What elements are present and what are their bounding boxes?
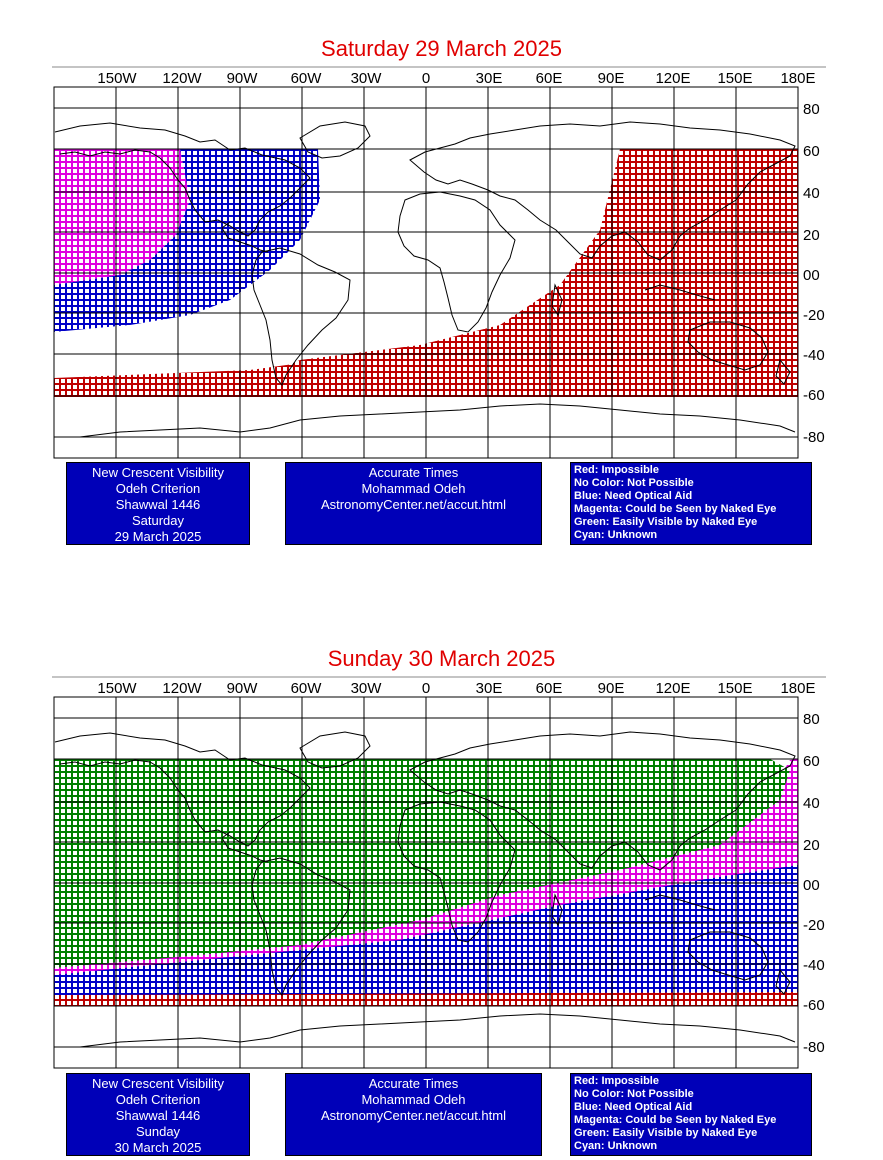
visibility-map: 150W 120W 90W 60W 30W 0 30E 60E 90E 120E 150E 180E … [52,676,826,1069]
coastline [687,931,769,981]
latitude-label: 00 [803,877,820,894]
region-optical-aid [54,149,320,332]
latitude-label: 20 [803,837,820,854]
map-panel-sunday: Sunday 30 March 2025 150W 120W 90W 60W 30W 0 3… [0,610,883,1160]
latitude-label: 80 [803,101,820,118]
latitude-label: -60 [803,387,825,404]
coastline [397,191,516,333]
latitude-label: -40 [803,957,825,974]
longitude-label: 60W [291,70,323,87]
region-easily-visible [54,759,790,968]
legend-box: Red: Impossible No Color: Not Possible B… [570,462,812,545]
coastline [251,857,351,996]
longitude-label: 90E [598,680,625,697]
longitude-label: 120W [162,70,202,87]
map-panel-saturday: Saturday 29 March 2025 150W 120W 90W 60W 30W… [0,0,883,560]
visibility-map: 150W 120W 90W 60W 30W 0 30E 60E 90E 120E 150E 180E … [52,66,826,459]
coastlines [54,731,796,1048]
latitude-label: -80 [803,1039,825,1056]
latitude-label: 20 [803,227,820,244]
latitude-label: -20 [803,917,825,934]
coastline [644,284,716,301]
latitude-label: 40 [803,795,820,812]
criterion-box: New Crescent Visibility Odeh Criterion S… [66,462,250,545]
longitude-label: 30E [476,680,503,697]
coastline [775,358,791,385]
coastline [251,247,351,386]
longitude-label: 90E [598,70,625,87]
latitude-labels: 80 60 40 20 00 -20 -40 -60 -80 [803,101,825,446]
criterion-box: New Crescent Visibility Odeh Criterion S… [66,1073,250,1156]
latitude-label: -20 [803,307,825,324]
longitude-label: 30W [351,70,383,87]
legend-box: Red: Impossible No Color: Not Possible B… [570,1073,812,1156]
longitude-label: 150E [717,680,752,697]
longitude-label: 60E [536,680,563,697]
longitude-label: 60W [291,680,323,697]
region-naked-eye-maybe [54,149,190,285]
graticule [53,86,799,459]
longitude-label: 150W [97,680,137,697]
coastline [79,1013,796,1048]
latitude-label: -60 [803,997,825,1014]
longitude-label: 150W [97,70,137,87]
longitude-label: 30E [476,70,503,87]
latitude-label: 60 [803,143,820,160]
longitude-label: 180E [780,70,815,87]
longitude-label: 0 [422,680,430,697]
graticule [53,696,799,1069]
map-title: Sunday 30 March 2025 [327,646,556,671]
accurate-times-box: Accurate Times Mohammad Odeh AstronomyCe… [285,1073,542,1156]
latitude-label: 40 [803,185,820,202]
longitude-label: 150E [717,70,752,87]
coastline [79,403,796,438]
longitude-label: 120E [655,680,690,697]
coastline [687,321,769,371]
longitude-labels: 150W 120W 90W 60W 30W 0 30E 60E 90E 120E 150E 180E [97,680,815,697]
coastline [409,121,796,261]
longitude-label: 60E [536,70,563,87]
longitude-labels: 150W 120W 90W 60W 30W 0 30E 60E 90E 120E 150E 180E [97,70,815,87]
longitude-label: 90W [227,70,259,87]
coastline [409,731,796,871]
map-title: Saturday 29 March 2025 [321,36,562,61]
longitude-label: 120W [162,680,202,697]
latitude-label: -80 [803,429,825,446]
longitude-label: 30W [351,680,383,697]
latitude-labels: 80 60 40 20 00 -20 -40 -60 -80 [803,711,825,1056]
coastline [775,968,791,995]
coastline [54,732,311,847]
longitude-label: 180E [780,680,815,697]
coastline [551,283,563,317]
coastline [551,893,563,927]
latitude-label: 00 [803,267,820,284]
longitude-label: 90W [227,680,259,697]
coastline [644,894,716,911]
latitude-label: 80 [803,711,820,728]
region-impossible-east [220,149,798,395]
longitude-label: 0 [422,70,430,87]
coastline [397,801,516,943]
coastline [299,121,371,159]
coastlines [54,121,796,438]
latitude-label: 60 [803,753,820,770]
latitude-label: -40 [803,347,825,364]
accurate-times-box: Accurate Times Mohammad Odeh AstronomyCe… [285,462,542,545]
coastline [54,122,311,237]
longitude-label: 120E [655,70,690,87]
